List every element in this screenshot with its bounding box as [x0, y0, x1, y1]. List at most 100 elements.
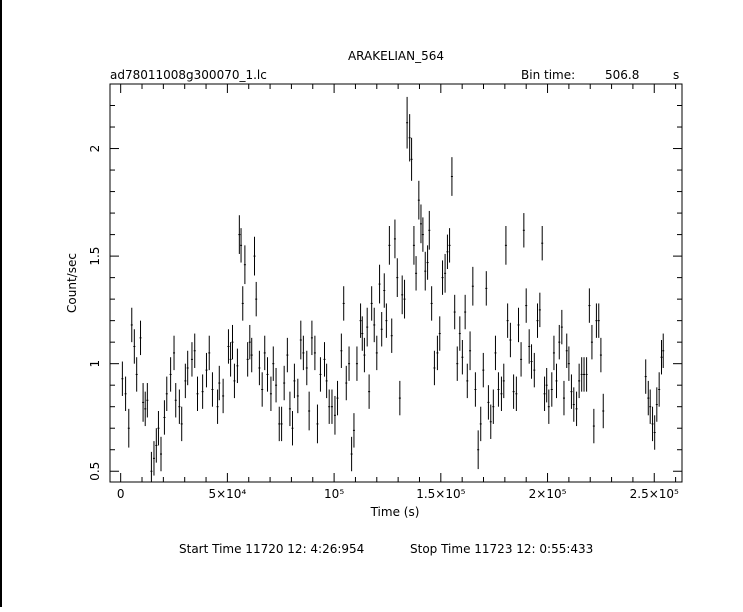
data-point [644, 359, 647, 394]
data-point [366, 307, 369, 347]
data-point [266, 357, 269, 392]
data-point [139, 320, 142, 356]
data-point [509, 322, 512, 358]
data-point [464, 294, 467, 330]
data-point [180, 406, 183, 442]
data-point [570, 374, 573, 409]
data-point [550, 372, 553, 407]
data-point [512, 374, 515, 409]
data-point [469, 331, 472, 371]
data-point [121, 361, 124, 396]
data-point [528, 329, 531, 364]
data-point [565, 333, 568, 368]
data-point [133, 329, 136, 364]
data-point [165, 376, 168, 412]
x-tick-label: 2.5×10⁵ [630, 487, 679, 501]
data-point [653, 415, 656, 450]
data-point [255, 281, 258, 317]
data-point [597, 303, 600, 338]
data-point [446, 234, 449, 270]
data-point [560, 309, 563, 345]
data-point [124, 376, 127, 412]
bin-time-value: 506.8 [605, 68, 639, 82]
data-point [448, 228, 451, 263]
data-point [186, 350, 189, 386]
data-point [567, 346, 570, 381]
data-point [240, 228, 243, 263]
data-point [520, 342, 523, 377]
data-point [500, 376, 503, 412]
y-tick-label: 1.5 [88, 247, 102, 266]
data-point [250, 337, 253, 373]
data-point [651, 406, 654, 442]
data-point [515, 376, 518, 412]
data-point [370, 286, 373, 321]
data-point [485, 271, 488, 306]
data-point [142, 383, 145, 422]
data-point [522, 213, 525, 248]
data-point [489, 404, 492, 439]
data-point [359, 303, 362, 338]
data-point [363, 337, 366, 373]
data-point [336, 380, 339, 416]
data-point [538, 292, 541, 328]
y-tick-label: 0.5 [88, 462, 102, 481]
data-point [385, 303, 388, 338]
data-point [541, 225, 544, 261]
file-label: ad78011008g300070_1.lc [110, 68, 267, 82]
data-point [160, 436, 163, 472]
data-point [461, 340, 464, 375]
data-point [350, 436, 353, 472]
window-left-border [0, 0, 2, 607]
data-point [323, 342, 326, 377]
data-point [479, 406, 482, 442]
data-point [373, 307, 376, 343]
data-point [456, 346, 459, 381]
data-point [184, 363, 187, 399]
data-point [408, 114, 411, 162]
data-point [293, 363, 296, 399]
data-point [361, 316, 364, 351]
axis-ticks [110, 84, 682, 482]
data-point [482, 352, 485, 388]
data-point [396, 258, 399, 297]
y-tick-label: 2 [88, 145, 102, 153]
data-point [241, 286, 244, 321]
data-point [466, 363, 469, 399]
data-point [319, 357, 322, 392]
data-point [330, 389, 333, 424]
y-tick-label: 1 [88, 360, 102, 368]
data-point [233, 363, 236, 399]
data-point [401, 275, 404, 315]
bin-time-unit: s [673, 68, 679, 82]
data-point [426, 245, 429, 280]
data-point [302, 335, 305, 371]
data-point [299, 320, 302, 360]
data-point [588, 288, 591, 323]
data-point [146, 383, 149, 418]
data-point [280, 406, 283, 442]
data-point [288, 391, 291, 427]
data-points [121, 96, 665, 482]
x-tick-label: 10⁵ [324, 487, 344, 501]
data-point [403, 279, 406, 319]
start-time-label: Start Time 11720 12: 4:26:954 [179, 542, 364, 556]
data-point [492, 389, 495, 424]
data-point [655, 387, 658, 422]
data-point [660, 340, 663, 375]
data-point [275, 367, 278, 403]
data-point [383, 273, 386, 308]
data-point [543, 376, 546, 412]
data-point [340, 333, 343, 368]
data-point [602, 393, 605, 429]
data-point [246, 342, 249, 377]
data-point [662, 333, 665, 368]
data-point [525, 288, 528, 323]
data-point [658, 372, 661, 407]
data-point [155, 428, 158, 463]
data-point [196, 376, 199, 412]
data-point [502, 363, 505, 399]
data-point [406, 96, 409, 149]
data-point [193, 333, 196, 368]
